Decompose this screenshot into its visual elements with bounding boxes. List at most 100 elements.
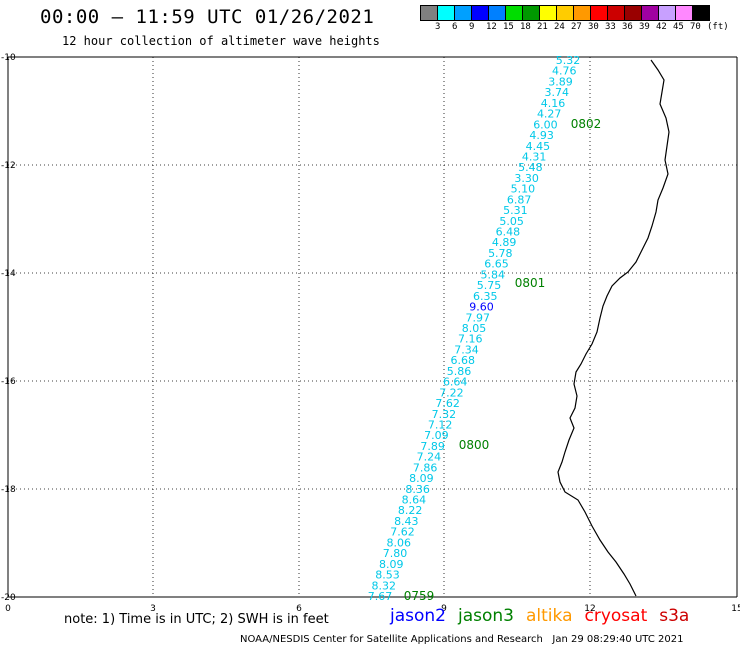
legend-label: 12 xyxy=(486,22,497,32)
swh-value: 5.32 xyxy=(556,54,581,67)
swh-value: 7.62 xyxy=(435,397,460,410)
legend-label: 6 xyxy=(452,22,458,32)
note-text: note: 1) Time is in UTC; 2) SWH is in fe… xyxy=(64,612,329,627)
longitude-tick-label: 3 xyxy=(150,604,156,614)
legend-label: 18 xyxy=(520,22,531,32)
latitude-tick-label: -12 xyxy=(1,161,16,171)
swh-value: 7.09 xyxy=(424,429,449,442)
legend-swatch xyxy=(692,5,710,21)
map-grid xyxy=(7,56,738,598)
swh-value: 4.31 xyxy=(522,150,547,163)
legend-label: 15 xyxy=(503,22,514,32)
swh-value: 3.89 xyxy=(548,75,573,88)
swh-value: 8.32 xyxy=(372,579,397,592)
swh-value: 8.06 xyxy=(387,536,412,549)
swh-value: 6.64 xyxy=(443,376,468,389)
swh-value: 7.12 xyxy=(428,418,453,431)
swh-value: 5.48 xyxy=(518,161,543,174)
swh-value-track: 5.324.763.893.744.164.276.004.934.454.31… xyxy=(368,54,581,603)
swh-value: 6.00 xyxy=(533,118,558,131)
swh-value: 7.80 xyxy=(383,547,408,560)
credit-line: NOAA/NESDIS Center for Satellite Applica… xyxy=(240,634,684,645)
legend-label: 70 xyxy=(690,22,701,32)
swh-value: 6.68 xyxy=(450,354,475,367)
legend-label: 42 xyxy=(656,22,667,32)
legend-label: (ft) xyxy=(707,22,729,32)
map-axes: 0 3 6 9 12 15 -10 -12 -14 -16 -18 -20 xyxy=(1,53,740,614)
time-label-group: 0802 0801 0800 0759 xyxy=(404,117,602,603)
time-label: 0802 xyxy=(571,117,602,131)
swh-value: 4.76 xyxy=(552,65,577,78)
longitude-tick-label: 6 xyxy=(296,604,302,614)
swh-value: 3.74 xyxy=(544,86,569,99)
swh-value: 5.84 xyxy=(481,268,506,281)
swh-value: 7.22 xyxy=(439,386,464,399)
satellite-name: jason3 xyxy=(458,606,514,626)
swh-value: 7.86 xyxy=(413,461,438,474)
swh-value: 6.48 xyxy=(496,226,521,239)
satellite-name: cryosat xyxy=(584,606,648,626)
latitude-tick-label: -14 xyxy=(1,269,16,279)
swh-value: 4.93 xyxy=(529,129,554,142)
time-label: 0801 xyxy=(515,276,546,290)
coastline xyxy=(557,59,670,597)
satellite-name: jason2 xyxy=(390,606,446,626)
legend-label: 27 xyxy=(571,22,582,32)
latitude-tick-label: -20 xyxy=(1,593,16,603)
longitude-tick-label: 0 xyxy=(5,604,11,614)
swh-value: 8.43 xyxy=(394,515,419,528)
legend-label: 39 xyxy=(639,22,650,32)
swh-value: 5.10 xyxy=(511,183,536,196)
swh-value: 6.87 xyxy=(507,193,532,206)
swh-value: 5.78 xyxy=(488,247,513,260)
latitude-tick-label: -10 xyxy=(1,53,16,63)
satellite-name: altika xyxy=(526,606,573,626)
legend-label: 36 xyxy=(622,22,633,32)
swh-value: 6.35 xyxy=(473,290,498,303)
swh-value: 4.89 xyxy=(492,236,517,249)
swh-value: 7.34 xyxy=(454,343,479,356)
swh-value: 6.65 xyxy=(484,258,509,271)
swh-value: 7.62 xyxy=(390,526,415,539)
swh-value: 8.09 xyxy=(409,472,434,485)
swh-value: 4.16 xyxy=(541,97,566,110)
swh-value: 7.89 xyxy=(420,440,445,453)
swh-value: 5.86 xyxy=(447,365,472,378)
longitude-tick-label: 9 xyxy=(441,604,447,614)
legend-label: 24 xyxy=(554,22,565,32)
swh-value: 7.24 xyxy=(417,451,442,464)
legend-label: 9 xyxy=(469,22,475,32)
longitude-tick-label: 12 xyxy=(584,604,595,614)
satellite-name: s3a xyxy=(659,606,690,626)
swh-value: 7.32 xyxy=(432,408,457,421)
legend-label: 30 xyxy=(588,22,599,32)
legend-label: 45 xyxy=(673,22,684,32)
swh-value: 8.09 xyxy=(379,558,404,571)
legend-label: 3 xyxy=(435,22,441,32)
legend-label: 33 xyxy=(605,22,616,32)
swh-value: 8.05 xyxy=(462,322,487,335)
latitude-tick-label: -18 xyxy=(1,485,16,495)
legend-label: 21 xyxy=(537,22,548,32)
swh-value: 9.60 xyxy=(469,301,494,314)
satellite-legend: jason2 jason3 altika cryosat s3a xyxy=(390,606,701,626)
swh-value: 8.22 xyxy=(398,504,423,517)
swh-value: 7.97 xyxy=(466,311,491,324)
swh-value: 4.27 xyxy=(537,108,562,121)
swh-value: 3.30 xyxy=(514,172,539,185)
swh-value: 8.36 xyxy=(405,483,430,496)
page-subtitle: 12 hour collection of altimeter wave hei… xyxy=(62,34,380,48)
swh-value: 5.75 xyxy=(477,279,502,292)
color-legend-labels: 3 6 9 12 15 18 21 24 27 30 33 36 39 42 45 70 (ft) xyxy=(421,22,740,34)
swh-value: 4.45 xyxy=(526,140,551,153)
time-label: 0800 xyxy=(459,438,490,452)
swh-value: 8.64 xyxy=(402,494,427,507)
time-label: 0759 xyxy=(404,589,435,603)
swh-value: 5.31 xyxy=(503,204,528,217)
swh-value: 7.67 xyxy=(368,590,393,603)
longitude-tick-label: 15 xyxy=(731,604,740,614)
swh-value: 5.05 xyxy=(499,215,524,228)
swh-value: 7.16 xyxy=(458,333,483,346)
latitude-tick-label: -16 xyxy=(1,377,16,387)
